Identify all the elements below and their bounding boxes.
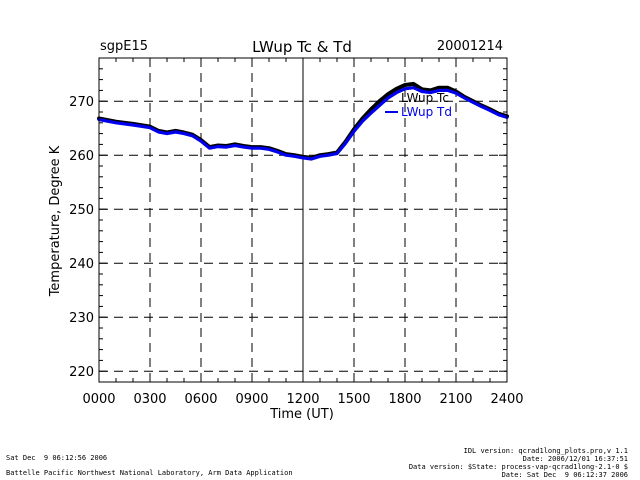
- x-tick-label: 1500: [337, 392, 370, 407]
- y-tick-label: 260: [69, 149, 94, 164]
- legend-label-td: LWup Td: [401, 105, 452, 119]
- x-tick-label: 0000: [82, 392, 115, 407]
- y-tick-label: 250: [69, 203, 94, 218]
- x-tick-label: 2100: [439, 392, 472, 407]
- footer-data-date: Date: Sat Dec 9 06:12:37 2006: [501, 471, 628, 479]
- series-layer: [97, 81, 509, 161]
- x-tick-label: 1200: [286, 392, 319, 407]
- footer-idl-version: IDL version: qcrad1long_plots.pro,v 1.1: [463, 447, 628, 455]
- x-tick-label: 0900: [235, 392, 268, 407]
- y-tick-label: 230: [69, 311, 94, 326]
- footer-data-version: Data version: $State: process-vap-qcrad1…: [408, 463, 628, 471]
- y-axis-label: Temperature, Degree K: [48, 145, 63, 297]
- y-tick-label: 220: [69, 365, 94, 380]
- legend: LWup Tc LWup Td: [385, 91, 452, 119]
- x-tick-label: 2400: [490, 392, 523, 407]
- footer-organization: Battelle Pacific Northwest National Labo…: [6, 469, 293, 477]
- x-tick-label: 1800: [388, 392, 421, 407]
- y-tick-label: 240: [69, 257, 94, 272]
- y-tick-label: 270: [69, 95, 94, 110]
- legend-label-tc: LWup Tc: [401, 91, 449, 105]
- axis-ticks: 0000 0300 0600 0900 1200 1500 1800 2100 2400 220 2…: [69, 57, 524, 407]
- x-tick-label: 0600: [184, 392, 217, 407]
- site-label: sgpE15: [100, 39, 148, 54]
- x-tick-label: 0300: [133, 392, 166, 407]
- chart: 0000 0300 0600 0900 1200 1500 1800 2100 2400 220 2…: [48, 38, 524, 422]
- x-axis-label: Time (UT): [269, 407, 334, 422]
- footer-run-date: Sat Dec 9 06:12:56 2006: [6, 454, 108, 462]
- series-line-td: [97, 86, 509, 161]
- chart-title: LWup Tc & Td: [252, 38, 352, 56]
- grid-lines: [99, 58, 507, 382]
- footer-idl-date: Date: 2006/12/01 16:37:51: [522, 455, 628, 463]
- date-label: 20001214: [437, 39, 503, 54]
